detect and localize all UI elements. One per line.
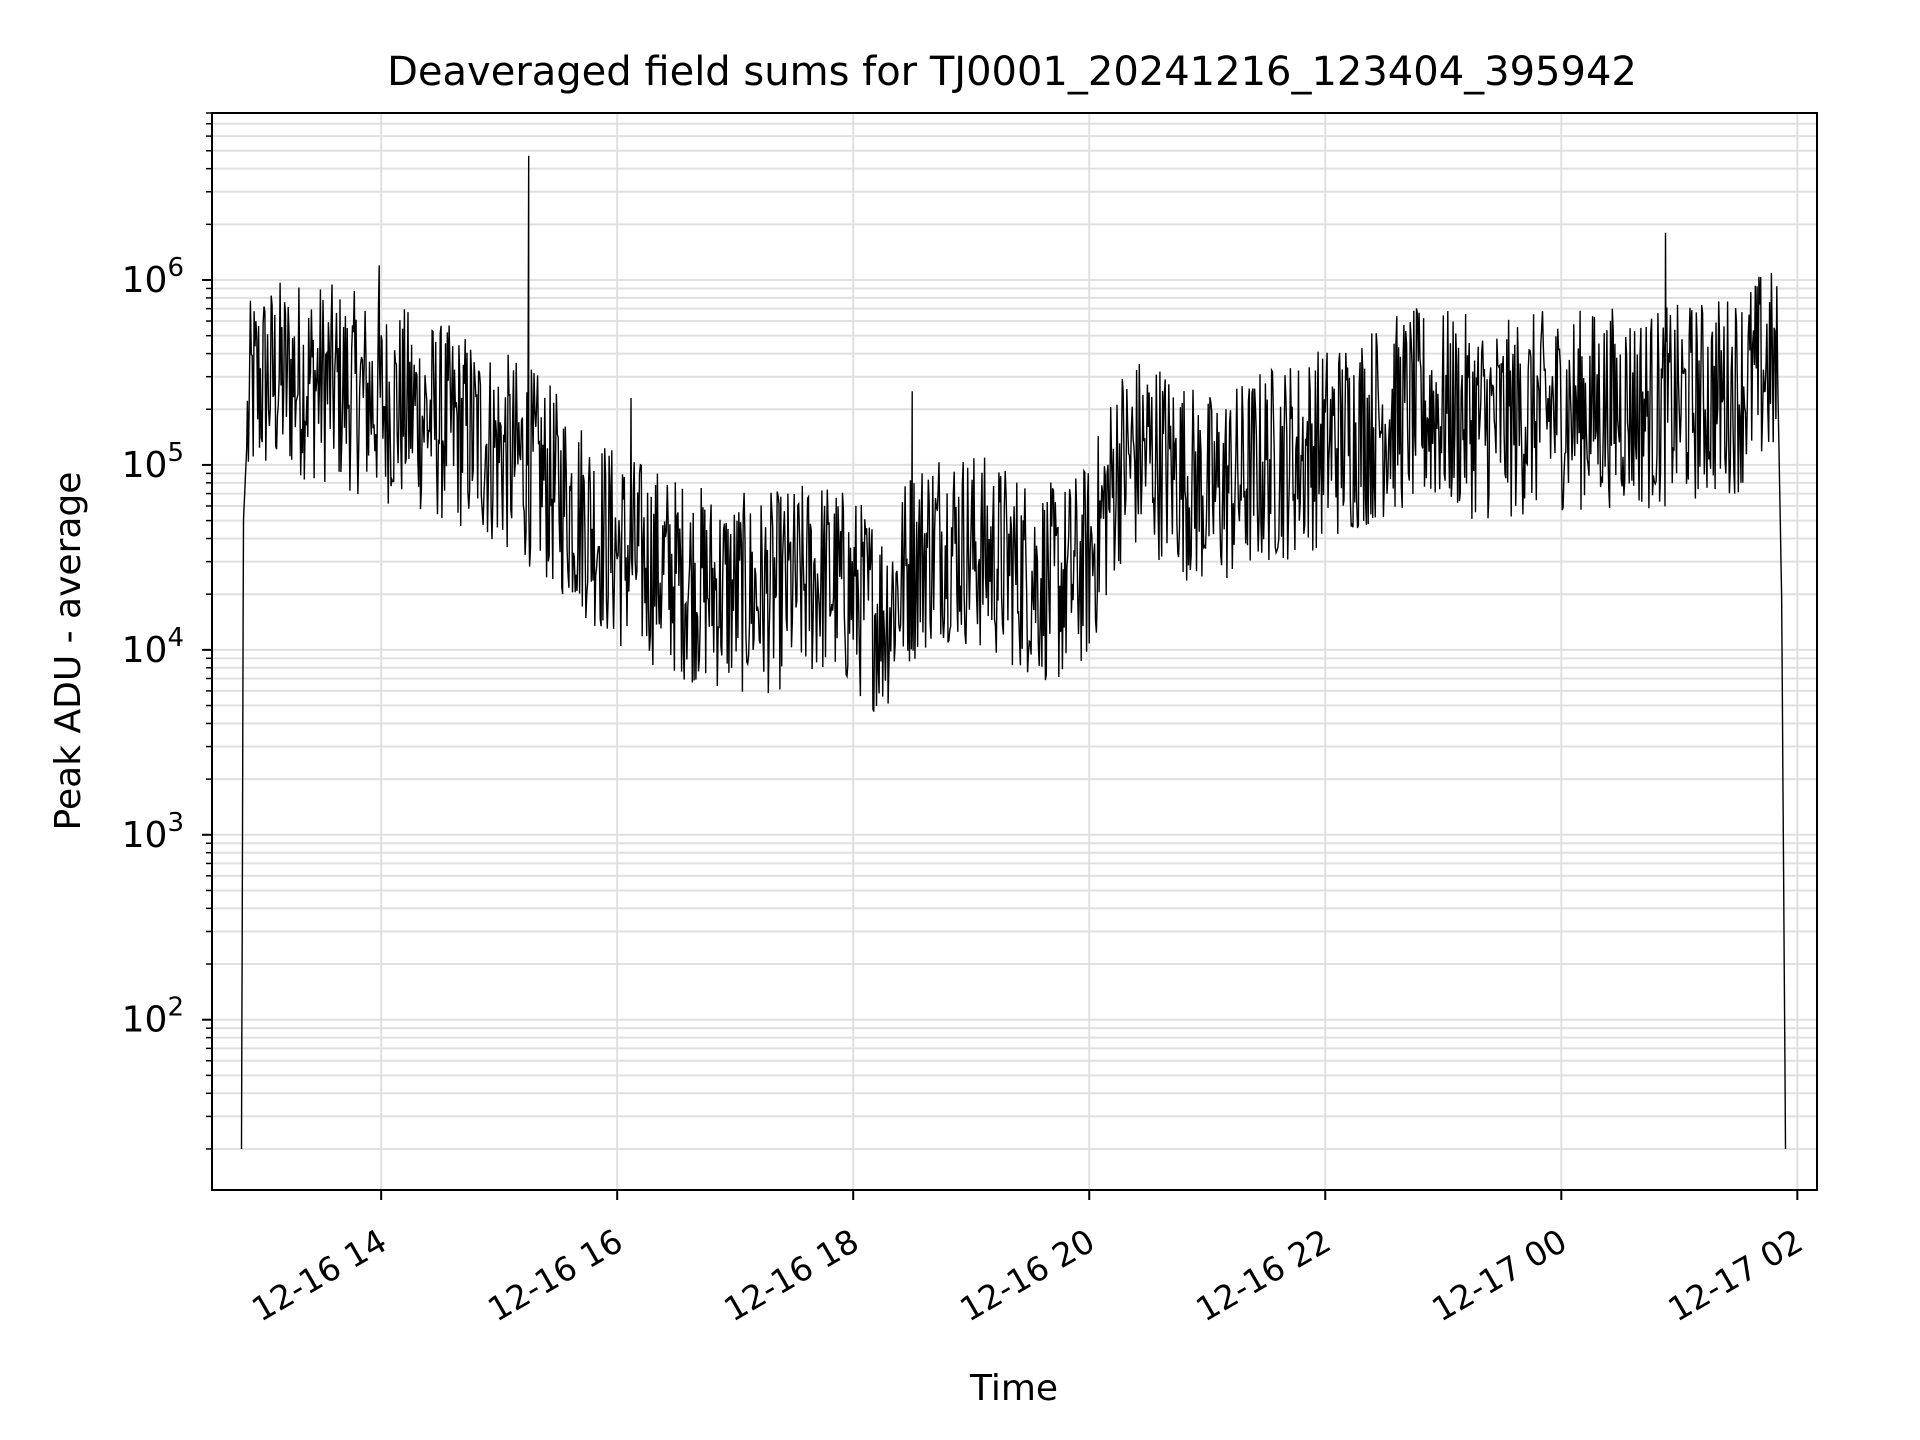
x-axis-label: Time [969,1368,1058,1409]
grid [212,112,1817,1190]
plot-frame [211,112,1818,1191]
data-line [240,155,1787,1150]
y-tick-label: 106 [122,253,184,301]
series-line [240,155,1787,1150]
y-axis-label: Peak ADU - average [48,472,89,831]
chart-title: Deaveraged field sums for TJ0001_2024121… [387,49,1637,95]
